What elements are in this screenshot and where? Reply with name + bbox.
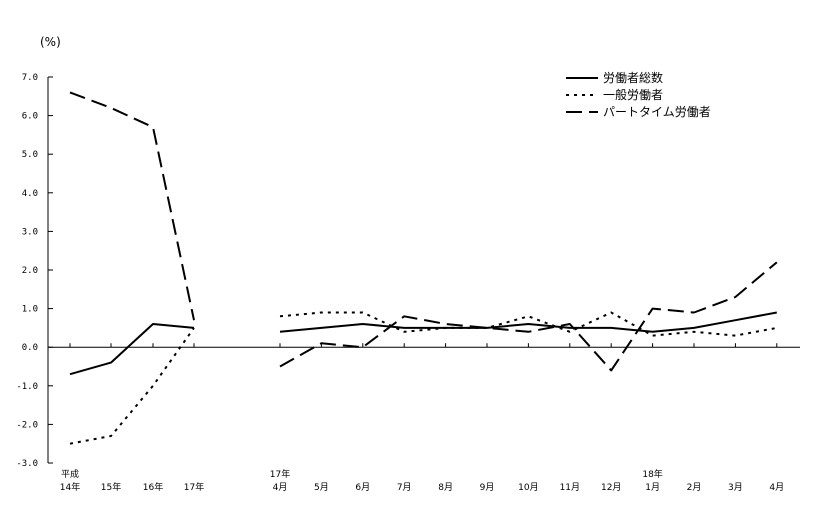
x-tick-label: 5月 [314, 482, 329, 493]
x-tick-label: 6月 [355, 482, 370, 493]
x-tick-label: 1月 [645, 482, 660, 493]
y-tick-label: 3.0 [22, 227, 38, 237]
x-tick-label: 14年 [60, 481, 80, 493]
x-tick-label: 10月 [518, 482, 538, 493]
x-tick-label-top: 平成 [61, 468, 79, 480]
series-layer [69, 91, 778, 445]
y-tick-label: -1.0 [16, 382, 38, 392]
x-tick-label: 3月 [728, 482, 743, 493]
x-tick-label: 11月 [560, 482, 580, 493]
y-unit-label: (%) [40, 35, 61, 49]
series-2-annual-line [69, 327, 195, 445]
x-tick-label: 15年 [101, 481, 121, 493]
x-tick-label: 12月 [601, 482, 621, 493]
series-3-monthly-line [279, 261, 778, 372]
series-1-monthly-line [279, 311, 777, 333]
y-tick-label: 7.0 [22, 73, 38, 83]
x-tick-label: 2月 [687, 482, 702, 493]
x-tick-label: 4月 [769, 482, 784, 493]
x-tick-label: 16年 [143, 481, 163, 493]
y-tick-label: 5.0 [22, 150, 38, 160]
y-tick-label: 6.0 [22, 112, 38, 122]
legend-label-2: 一般労働者 [603, 87, 663, 102]
x-tick-label: 9月 [480, 482, 495, 493]
y-axis: 7.0 6.0 5.0 4.0 3.0 2.0 1.0 0.0 -1.0 -2.0 -3.0 [16, 73, 53, 469]
x-tick-label: 8月 [438, 482, 453, 493]
legend-label-3: パートタイム労働者 [603, 105, 711, 119]
x-tick-label: 7月 [397, 482, 412, 493]
y-tick-label: 4.0 [22, 189, 38, 199]
x-tick-label: 4月 [273, 482, 288, 493]
y-tick-label: 1.0 [22, 305, 38, 315]
y-tick-label: 2.0 [22, 266, 38, 276]
x-tick-label: 17年 [184, 481, 204, 493]
y-tick-label: 0.0 [22, 343, 38, 353]
series-2-monthly-line [279, 311, 777, 337]
y-tick-label: -2.0 [16, 420, 38, 430]
x-tick-label-top: 17年 [270, 468, 290, 480]
y-tick-label: -3.0 [16, 459, 38, 469]
legend-label-1: 労働者総数 [603, 70, 663, 85]
series-3-annual-line [69, 91, 195, 321]
series-1-annual-line [69, 323, 195, 376]
x-tick-label-top: 18年 [642, 468, 662, 480]
